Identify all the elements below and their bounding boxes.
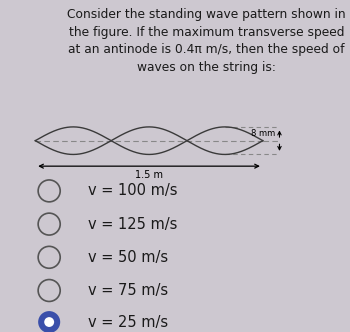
Text: v = 100 m/s: v = 100 m/s — [88, 183, 177, 199]
Circle shape — [44, 317, 54, 327]
Text: 1.5 m: 1.5 m — [135, 170, 163, 180]
Text: v = 125 m/s: v = 125 m/s — [88, 216, 177, 232]
Text: Consider the standing wave pattern shown in
the figure. If the maximum transvers: Consider the standing wave pattern shown… — [67, 8, 345, 74]
Circle shape — [38, 311, 60, 332]
Text: v = 50 m/s: v = 50 m/s — [88, 250, 168, 265]
Text: 8 mm: 8 mm — [251, 129, 275, 138]
Text: v = 25 m/s: v = 25 m/s — [88, 314, 168, 330]
Text: v = 75 m/s: v = 75 m/s — [88, 283, 168, 298]
